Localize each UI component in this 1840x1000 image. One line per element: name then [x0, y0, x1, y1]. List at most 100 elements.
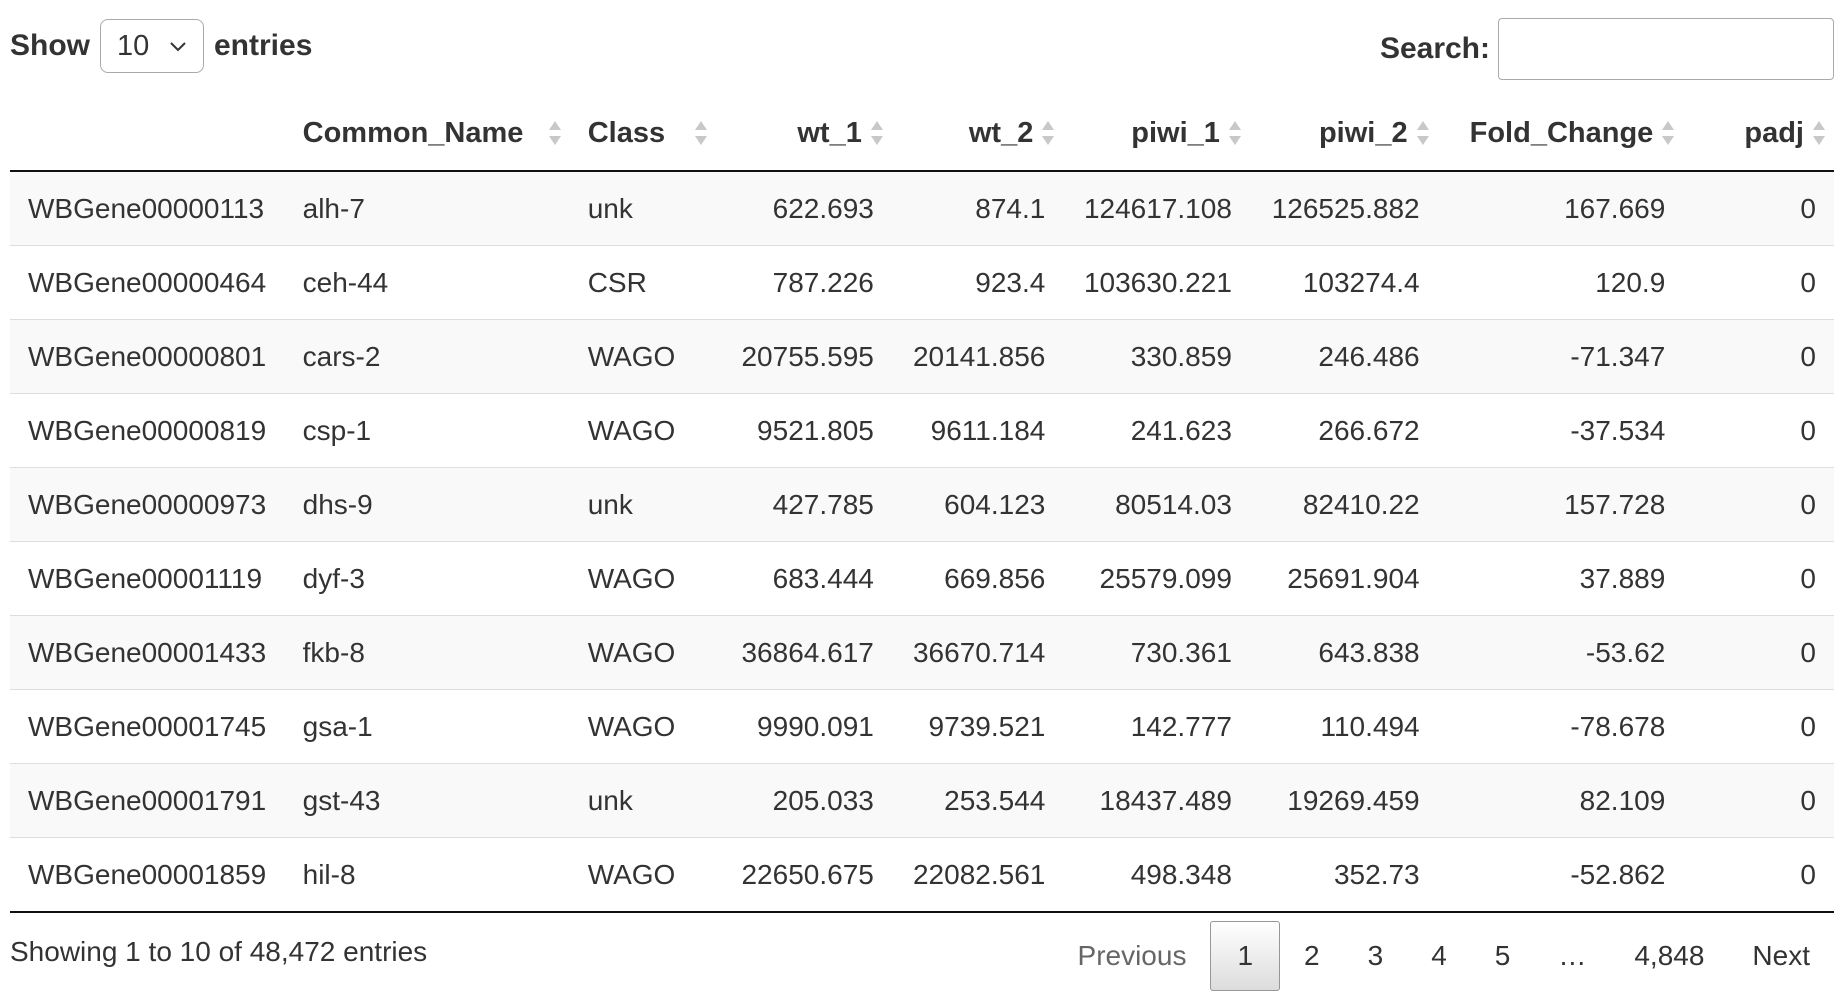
column-header-padj[interactable]: padj	[1683, 96, 1834, 172]
pagination: Previous 1 2 3 4 5 … 4,848 Next	[1054, 920, 1834, 992]
data-table: Common_Name Class wt_1 wt_2 piwi_1 piwi_2 Fold…	[10, 96, 1834, 913]
show-label: Show	[10, 29, 90, 62]
table-cell: 25691.904	[1249, 541, 1438, 616]
column-header-piwi-2[interactable]: piwi_2	[1249, 96, 1438, 172]
table-cell: 0	[1683, 171, 1834, 246]
sort-arrows-icon	[1042, 121, 1055, 145]
next-button[interactable]: Next	[1752, 940, 1810, 971]
table-cell: 253.544	[891, 763, 1064, 838]
table-cell: 9990.091	[715, 689, 892, 764]
page-button-1[interactable]: 1	[1210, 921, 1281, 991]
column-header-label: piwi_2	[1318, 116, 1408, 149]
table-cell: 19269.459	[1249, 763, 1438, 838]
sort-arrows-icon	[1416, 121, 1429, 145]
table-row: WBGene00001745 gsa-1 WAGO 9990.091 9739.521 1…	[10, 689, 1834, 764]
table-body: WBGene00000113 alh-7 unk 622.693 874.1 124617…	[10, 171, 1834, 913]
table-cell: 0	[1683, 615, 1834, 690]
page-button-7[interactable]: 4,848	[1634, 940, 1705, 971]
table-row: WBGene00001119 dyf-3 WAGO 683.444 669.856 255…	[10, 541, 1834, 616]
table-row: WBGene00001433 fkb-8 WAGO 36864.617 36670.71…	[10, 615, 1834, 690]
table-cell: fkb-8	[284, 615, 570, 690]
table-cell: 110.494	[1249, 689, 1438, 764]
table-cell: 142.777	[1063, 689, 1250, 764]
table-cell: dyf-3	[284, 541, 570, 616]
table-cell: -78.678	[1437, 689, 1684, 764]
table-cell: 25579.099	[1063, 541, 1250, 616]
page-button-2[interactable]: 2	[1304, 940, 1320, 971]
table-cell: 0	[1683, 689, 1834, 764]
page-button-3[interactable]: 3	[1367, 940, 1384, 971]
column-header-wt-2[interactable]: wt_2	[891, 96, 1064, 172]
table-cell: WBGene00001119	[10, 541, 285, 616]
table-cell: dhs-9	[284, 467, 570, 542]
column-header-class[interactable]: Class	[569, 96, 716, 172]
table-cell: 0	[1683, 541, 1834, 616]
table-cell: gsa-1	[284, 689, 570, 764]
table-cell: WAGO	[569, 837, 716, 913]
previous-button[interactable]: Previous	[1077, 940, 1187, 971]
table-cell: WAGO	[569, 393, 716, 468]
entries-length-control: Show 10 entries	[10, 18, 312, 74]
table-cell: 82410.22	[1249, 467, 1438, 542]
table-cell: alh-7	[284, 171, 570, 246]
table-cell: 241.623	[1063, 393, 1250, 468]
table-cell: WAGO	[569, 689, 716, 764]
table-cell: WAGO	[569, 319, 716, 394]
column-header-id	[10, 96, 285, 172]
table-cell: 124617.108	[1063, 171, 1250, 246]
column-header-label: Class	[587, 116, 666, 149]
table-cell: WBGene00000801	[10, 319, 285, 394]
page-button-4[interactable]: 4	[1431, 940, 1447, 971]
table-cell: 9611.184	[891, 393, 1064, 468]
table-cell: gst-43	[284, 763, 570, 838]
table-cell: unk	[569, 763, 716, 838]
column-header-fold-change[interactable]: Fold_Change	[1437, 96, 1684, 172]
table-cell: 427.785	[715, 467, 892, 542]
table-cell: csp-1	[284, 393, 570, 468]
table-cell: 0	[1683, 837, 1834, 913]
table-cell: 22082.561	[891, 837, 1064, 913]
table-cell: CSR	[569, 245, 716, 320]
table-cell: 22650.675	[715, 837, 892, 913]
table-cell: 0	[1683, 467, 1834, 542]
entries-per-page-select[interactable]: 10	[100, 19, 204, 73]
table-row: WBGene00000464 ceh-44 CSR 787.226 923.4 10363…	[10, 245, 1834, 320]
table-cell: -71.347	[1437, 319, 1684, 394]
column-header-common-name[interactable]: Common_Name	[284, 96, 570, 172]
page-button-5[interactable]: 5	[1494, 940, 1511, 971]
column-header-wt-1[interactable]: wt_1	[715, 96, 892, 172]
column-header-label: wt_1	[797, 116, 862, 149]
table-cell: 0	[1683, 319, 1834, 394]
table-cell: 36864.617	[715, 615, 892, 690]
table-row: WBGene00000801 cars-2 WAGO 20755.595 20141.8…	[10, 319, 1834, 394]
table-cell: 330.859	[1063, 319, 1250, 394]
table-cell: 498.348	[1063, 837, 1250, 913]
search-control: Search:	[1380, 18, 1834, 80]
table-cell: unk	[569, 467, 716, 542]
table-row: WBGene00000819 csp-1 WAGO 9521.805 9611.184 2…	[10, 393, 1834, 468]
table-cell: WBGene00001745	[10, 689, 285, 764]
entries-per-page-value: 10	[117, 29, 150, 62]
sort-arrows-icon	[1813, 121, 1825, 145]
search-input[interactable]	[1498, 18, 1834, 80]
table-cell: -52.862	[1437, 837, 1684, 913]
column-header-label: wt_2	[968, 116, 1034, 149]
table-cell: 923.4	[891, 245, 1064, 320]
table-cell: 683.444	[715, 541, 892, 616]
table-cell: 103630.221	[1063, 245, 1250, 320]
table-cell: ceh-44	[284, 245, 570, 320]
table-cell: WAGO	[569, 615, 716, 690]
table-cell: unk	[569, 171, 716, 246]
table-cell: 669.856	[891, 541, 1064, 616]
column-header-label: Common_Name	[302, 116, 524, 149]
table-cell: 643.838	[1249, 615, 1438, 690]
table-row: WBGene00000113 alh-7 unk 622.693 874.1 124617…	[10, 171, 1834, 246]
table-cell: 167.669	[1437, 171, 1684, 246]
table-cell: 874.1	[891, 171, 1064, 246]
sort-arrows-icon	[548, 121, 561, 145]
table-row: WBGene00001859 hil-8 WAGO 22650.675 22082.56…	[10, 837, 1834, 913]
table-cell: 157.728	[1437, 467, 1684, 542]
table-cell: 36670.714	[891, 615, 1064, 690]
column-header-piwi-1[interactable]: piwi_1	[1063, 96, 1250, 172]
table-cell: 9739.521	[891, 689, 1064, 764]
